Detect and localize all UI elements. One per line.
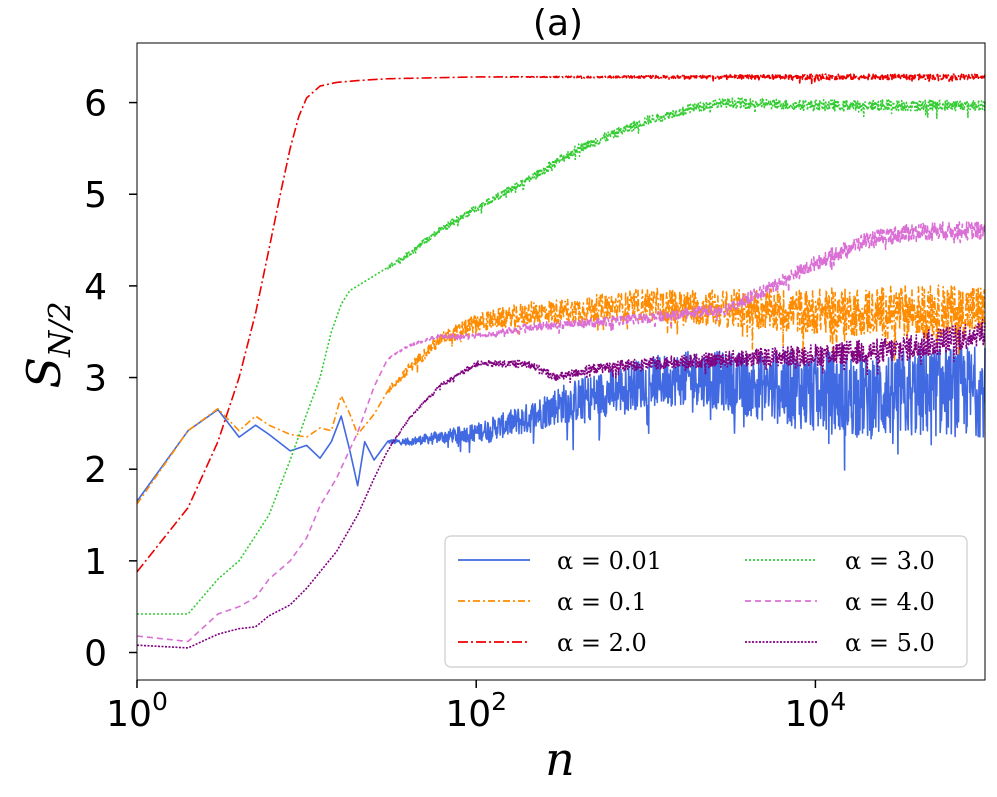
series-line-3: [137, 97, 986, 615]
x-tick-label-1: 102: [445, 687, 507, 735]
chart-title: (a): [533, 3, 583, 44]
y-axis-label: SN/2: [17, 302, 78, 389]
x-axis: 100 102 104: [106, 680, 846, 735]
series-line-4: [136, 221, 986, 643]
y-tick-label-4: 4: [84, 267, 107, 308]
series-line-1: [136, 283, 986, 505]
legend-label-1: α = 0.1: [557, 588, 647, 616]
y-tick-label-2: 2: [84, 450, 107, 491]
legend-label-0: α = 0.01: [557, 547, 662, 575]
legend-label-5: α = 5.0: [845, 629, 935, 657]
y-axis-label-main: S: [17, 357, 71, 389]
y-tick-label-6: 6: [84, 84, 107, 125]
legend-label-4: α = 4.0: [845, 588, 935, 616]
y-tick-label-3: 3: [84, 359, 107, 400]
x-axis-label: n: [545, 732, 575, 786]
series-line-2: [136, 73, 986, 573]
y-axis-label-sub: N/2: [43, 302, 78, 358]
plot-frame: [136, 42, 986, 681]
y-tick-label-0: 0: [84, 634, 107, 675]
legend-box: [444, 535, 968, 668]
y-axis: 0 1 2 3 4 5 6: [84, 84, 137, 675]
series-line-5: [136, 318, 986, 649]
x-tick-label-0: 100: [106, 687, 168, 735]
legend-label-3: α = 3.0: [845, 547, 935, 575]
y-tick-label-5: 5: [84, 175, 107, 216]
x-tick-label-2: 104: [785, 687, 847, 735]
legend: α = 0.01 α = 0.1 α = 2.0 α = 3.0 α = 4.0 α = …: [444, 535, 968, 668]
series-layer: [136, 73, 986, 649]
series-line-0: [136, 345, 986, 502]
y-tick-label-1: 1: [84, 542, 107, 583]
legend-label-2: α = 2.0: [557, 629, 647, 657]
